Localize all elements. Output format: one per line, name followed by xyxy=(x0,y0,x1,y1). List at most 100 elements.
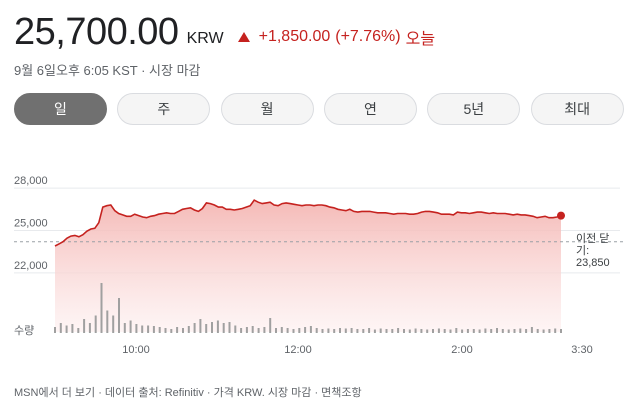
volume-bar xyxy=(321,329,324,333)
volume-bar xyxy=(339,328,341,333)
volume-bar xyxy=(280,327,283,333)
volume-bar xyxy=(94,315,97,333)
volume-bar xyxy=(222,323,225,333)
volume-bar xyxy=(234,325,237,333)
volume-bar xyxy=(286,328,289,333)
volume-bar xyxy=(385,329,388,333)
y-axis-ticks: 28,000 25,000 22,000 xyxy=(14,175,48,272)
volume-bar xyxy=(455,328,458,333)
price-change: +1,850.00 (+7.76%) 오늘 xyxy=(237,25,440,49)
volume-bar xyxy=(199,319,202,333)
volume-bar xyxy=(182,328,184,333)
volume-bar xyxy=(193,323,196,333)
volume-bar xyxy=(263,327,266,333)
last-price-dot xyxy=(557,211,565,220)
y-tick-label: 25,000 xyxy=(14,218,48,230)
x-axis-ticks: 10:00 12:00 2:00 3:30 xyxy=(122,344,592,356)
x-tick-label: 2:00 xyxy=(451,344,472,356)
volume-bar xyxy=(420,329,423,333)
volume-bar xyxy=(484,328,487,333)
volume-bar xyxy=(245,327,248,333)
volume-bar xyxy=(275,328,277,333)
volume-bar xyxy=(251,326,254,333)
volume-bar xyxy=(496,328,498,333)
volume-bar xyxy=(397,328,400,333)
tab-week[interactable]: 주 xyxy=(117,93,211,125)
volume-bar xyxy=(158,327,161,333)
volume-bar xyxy=(519,328,522,333)
volume-bar xyxy=(187,326,190,333)
volume-bar xyxy=(100,283,103,333)
y-tick-label: 22,000 xyxy=(14,260,48,272)
volume-bar xyxy=(350,328,353,333)
volume-bar xyxy=(216,320,219,333)
volume-bar xyxy=(211,322,213,333)
range-tabs: 일 주 월 연 5년 최대 xyxy=(14,93,634,125)
tab-year[interactable]: 연 xyxy=(323,93,417,125)
volume-bar xyxy=(554,328,557,333)
volume-bar xyxy=(71,324,74,333)
volume-bar xyxy=(65,325,68,333)
volume-bar xyxy=(408,329,411,333)
volume-bar xyxy=(118,298,120,333)
volume-bar xyxy=(490,329,493,333)
volume-bar xyxy=(152,326,155,333)
volume-bar xyxy=(59,323,62,333)
price-line xyxy=(54,199,562,247)
volume-bar xyxy=(403,329,405,333)
tab-5-year[interactable]: 5년 xyxy=(427,93,521,125)
tab-max[interactable]: 최대 xyxy=(530,93,624,125)
change-value: +1,850.00 xyxy=(258,28,331,45)
volume-bar xyxy=(432,329,434,333)
previous-close-label-line2: 기: xyxy=(576,244,589,257)
x-tick-label: 3:30 xyxy=(571,344,592,356)
previous-close-value: 23,850 xyxy=(576,257,610,269)
volume-bar xyxy=(466,329,469,333)
volume-bar xyxy=(176,327,179,333)
volume-bar xyxy=(560,329,562,333)
volume-bar xyxy=(327,328,330,333)
volume-bar xyxy=(83,319,86,333)
volume-bar xyxy=(548,329,551,333)
volume-bar xyxy=(507,329,510,333)
market-status-timestamp: 9월 6일오후 6:05 KST · 시장 마감 xyxy=(14,63,201,78)
volume-bar xyxy=(344,328,347,333)
volume-bar xyxy=(443,329,446,333)
tab-day[interactable]: 일 xyxy=(14,93,107,125)
volume-bar xyxy=(530,327,533,333)
volume-bar xyxy=(240,328,243,333)
volume-bar xyxy=(112,315,115,333)
volume-bar xyxy=(315,328,318,333)
x-tick-label: 10:00 xyxy=(122,344,150,356)
volume-bar xyxy=(379,328,382,333)
volume-bar xyxy=(164,328,167,333)
volume-bar xyxy=(478,329,481,333)
volume-bar xyxy=(123,323,126,333)
volume-bar xyxy=(513,329,516,333)
volume-bar xyxy=(205,324,208,333)
volume-bar xyxy=(88,323,91,333)
volume-bar xyxy=(437,328,440,333)
volume-bar xyxy=(141,325,144,333)
volume-bar xyxy=(414,328,417,333)
footer-attribution: MSN에서 더 보기 · 데이터 출처: Refinitiv · 가격 KRW.… xyxy=(14,387,362,399)
volume-bar xyxy=(298,328,301,333)
volume-bar xyxy=(472,329,475,333)
volume-bar xyxy=(449,329,452,333)
volume-bar xyxy=(373,329,376,333)
stock-price: 25,700.00 xyxy=(14,11,179,53)
price-chart[interactable]: 28,000 25,000 22,000 수량 10:00 12:00 2:00 3:30… xyxy=(0,150,636,372)
volume-bar xyxy=(228,322,231,333)
change-period-label: 오늘 xyxy=(405,31,436,48)
volume-bar xyxy=(309,326,312,333)
volume-bar xyxy=(292,329,295,333)
volume-bar xyxy=(147,325,150,333)
volume-bar xyxy=(333,329,336,333)
tab-month[interactable]: 월 xyxy=(220,93,314,125)
volume-bar xyxy=(525,329,528,333)
volume-bar xyxy=(269,318,272,333)
volume-bar xyxy=(129,320,132,333)
volume-bar xyxy=(542,329,545,333)
volume-bar xyxy=(170,329,173,333)
volume-bars xyxy=(54,283,562,333)
